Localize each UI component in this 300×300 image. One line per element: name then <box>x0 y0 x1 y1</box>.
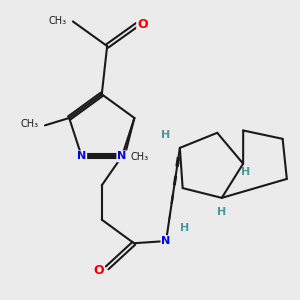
Text: H: H <box>180 223 189 233</box>
Text: CH₃: CH₃ <box>48 16 66 26</box>
Text: N: N <box>161 236 171 246</box>
Text: O: O <box>137 18 148 31</box>
Text: H: H <box>161 130 170 140</box>
Text: H: H <box>241 167 250 177</box>
Text: CH₃: CH₃ <box>20 119 39 129</box>
Text: N: N <box>77 151 86 161</box>
Text: CH₃: CH₃ <box>131 152 149 163</box>
Text: N: N <box>117 151 127 161</box>
Text: H: H <box>217 207 226 217</box>
Text: O: O <box>93 263 104 277</box>
